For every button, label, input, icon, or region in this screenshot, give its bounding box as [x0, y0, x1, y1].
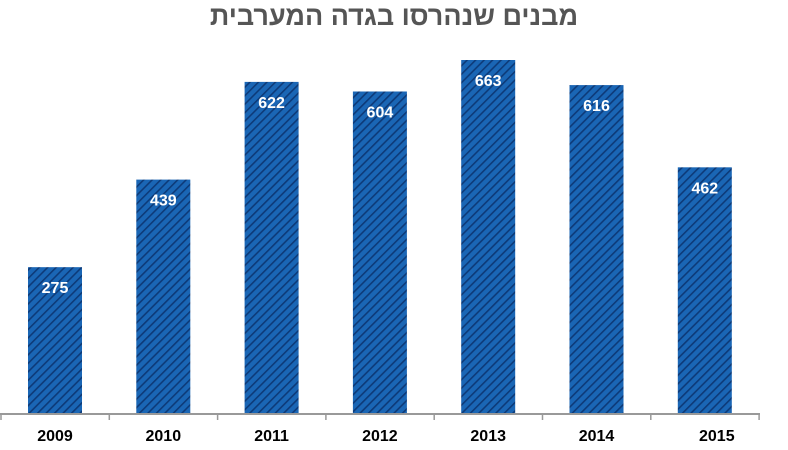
data-label-2014: 616 [583, 98, 610, 115]
x-tick-label-2015: 2015 [699, 428, 735, 445]
data-label-2013: 663 [475, 73, 502, 90]
x-tick-label-2013: 2013 [470, 428, 506, 445]
bar-2014 [569, 85, 624, 414]
data-label-2012: 604 [367, 105, 394, 122]
bar-2012 [352, 91, 407, 415]
data-label-2011: 622 [258, 95, 285, 112]
bar-2009 [28, 267, 82, 414]
chart-title: מבנים שנהרסו בגדה המערבית [209, 1, 579, 31]
data-label-2010: 439 [150, 193, 177, 210]
x-tick-label-2011: 2011 [254, 428, 289, 445]
x-tick-label-2014: 2014 [579, 428, 615, 445]
bar-2011 [244, 81, 299, 414]
x-tick-label-2009: 2009 [37, 428, 73, 445]
bar-2015 [677, 167, 732, 414]
bar-2013 [461, 60, 516, 414]
x-tick-label-2012: 2012 [362, 428, 398, 445]
bar-2010 [136, 179, 191, 414]
data-label-2009: 275 [42, 280, 69, 297]
x-tick-label-2010: 2010 [146, 428, 182, 445]
data-label-2015: 462 [691, 180, 718, 197]
